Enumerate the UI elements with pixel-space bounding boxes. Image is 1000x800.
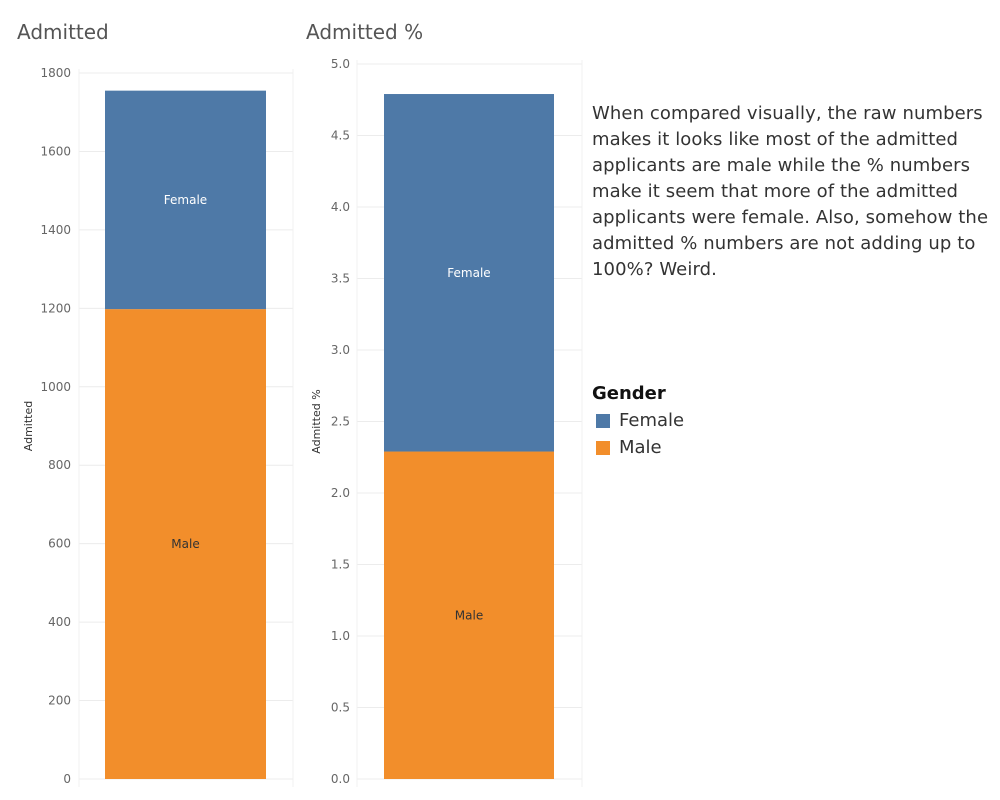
bar-segment-male xyxy=(384,451,554,779)
y-tick-label: 1400 xyxy=(40,223,71,237)
y-tick-label: 800 xyxy=(48,458,71,472)
chart-admitted-pct: Admitted % 0.0 0.5 1.0 1.5 2.0 2.5 3.0 3.5 4.0 4.5… xyxy=(306,20,583,787)
y-tick-label: 1800 xyxy=(40,66,71,80)
y-tick-label: 400 xyxy=(48,615,71,629)
y-axis-title-admitted: Admitted xyxy=(22,401,35,451)
y-tick-label: 0 xyxy=(63,772,71,786)
y-tick-label: 3.5 xyxy=(331,272,350,286)
chart-title-admitted-pct: Admitted % xyxy=(306,20,423,44)
chart-title-admitted: Admitted xyxy=(17,20,109,44)
y-tick-label: 1.5 xyxy=(331,558,350,572)
y-tick-label: 200 xyxy=(48,694,71,708)
bar-label-female: Female xyxy=(164,193,207,207)
y-tick-label: 2.0 xyxy=(331,486,350,500)
bar-segment-female xyxy=(384,94,554,452)
legend-label-female: Female xyxy=(619,410,685,431)
chart-admitted: Admitted 0 200 400 600 800 1000 1200 1400 1600 180… xyxy=(17,20,294,787)
y-axis-title-admitted-pct: Admitted % xyxy=(310,389,323,453)
y-tick-label: 0.0 xyxy=(331,772,350,786)
bar-label-male: Male xyxy=(171,537,199,551)
y-tick-label: 600 xyxy=(48,537,71,551)
y-tick-label: 4.0 xyxy=(331,200,350,214)
legend-item-male[interactable]: Male xyxy=(592,434,684,461)
bar-segment-male xyxy=(105,309,266,779)
y-tick-label: 1000 xyxy=(40,380,71,394)
y-tick-label: 2.5 xyxy=(331,415,350,429)
annotation-text: When compared visually, the raw numbers … xyxy=(592,103,989,280)
legend-swatch-female xyxy=(596,413,610,428)
legend-item-female[interactable]: Female xyxy=(592,407,684,434)
bar-label-female: Female xyxy=(447,266,490,280)
y-tick-label: 0.5 xyxy=(331,701,350,715)
legend-swatch-male xyxy=(596,440,610,455)
y-tick-label: 1200 xyxy=(40,301,71,315)
bar-label-male: Male xyxy=(455,608,483,622)
legend-title: Gender xyxy=(592,383,666,404)
y-tick-label: 1600 xyxy=(40,144,71,158)
legend-label-male: Male xyxy=(619,437,662,458)
legend: Gender Female Male xyxy=(592,383,684,461)
y-tick-label: 1.0 xyxy=(331,629,350,643)
y-tick-label: 4.5 xyxy=(331,129,350,143)
bar-segment-female xyxy=(105,90,266,310)
y-tick-label: 5.0 xyxy=(331,57,350,71)
y-tick-label: 3.0 xyxy=(331,343,350,357)
